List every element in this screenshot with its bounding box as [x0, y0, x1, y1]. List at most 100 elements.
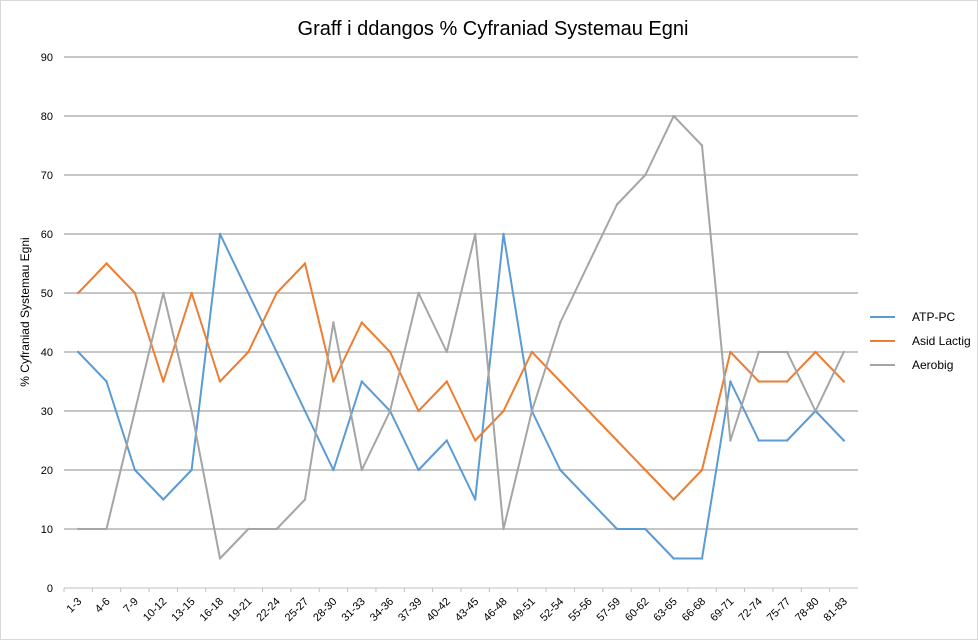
y-tick-label: 10: [41, 524, 53, 536]
x-tick-label: 66-68: [680, 596, 708, 624]
data-point: [757, 439, 760, 442]
data-point: [644, 468, 647, 472]
y-tick-label: 90: [41, 52, 53, 64]
data-point: [275, 350, 278, 354]
data-point: [218, 380, 222, 383]
data-point: [530, 409, 534, 413]
data-point: [615, 527, 619, 531]
data-point: [332, 321, 335, 324]
x-tick-label: 43-45: [453, 596, 481, 624]
x-tick-label: 81-83: [822, 596, 850, 624]
data-point: [275, 291, 278, 295]
data-point: [190, 291, 193, 295]
data-point: [303, 498, 307, 501]
data-point: [190, 409, 193, 413]
data-point: [332, 380, 335, 383]
x-axis-ticks: 1-3 4-6 7-9 10-12 13-15 16-18 19-21 22-24 25-27 2…: [63, 588, 850, 624]
y-tick-label: 0: [47, 583, 53, 595]
data-point: [700, 144, 704, 147]
y-axis-label: % Cyfraniad Systemau Egni: [18, 237, 32, 386]
data-point: [530, 350, 534, 354]
y-axis-ticks: 0 10 20 30 40 50 60 70 80 90: [41, 52, 53, 595]
x-tick-label: 4-6: [93, 596, 113, 616]
x-tick-label: 28-30: [311, 596, 339, 624]
x-tick-label: 19-21: [226, 596, 254, 624]
x-tick-label: 60-62: [623, 596, 651, 624]
data-point: [644, 173, 647, 177]
data-point: [587, 409, 590, 413]
y-tick-label: 60: [41, 229, 53, 241]
y-tick-label: 50: [41, 288, 53, 300]
data-point: [162, 498, 165, 501]
legend-label-asid-lactig: Asid Lactig: [912, 334, 971, 348]
data-point: [473, 498, 477, 501]
data-point: [303, 262, 307, 265]
data-point: [303, 409, 307, 413]
series-aerobig: [76, 114, 846, 560]
x-tick-label: 46-48: [481, 596, 509, 624]
data-point: [757, 350, 760, 354]
data-point: [133, 468, 137, 472]
data-point: [133, 291, 137, 295]
series-line-asid-lactig: [77, 262, 845, 501]
data-point: [76, 291, 80, 295]
data-point: [76, 350, 80, 354]
data-point: [76, 527, 80, 531]
y-tick-label: 30: [41, 406, 53, 418]
data-point: [785, 350, 789, 354]
x-tick-label: 34-36: [368, 596, 396, 624]
data-point: [445, 380, 449, 383]
x-tick-label: 22-24: [254, 596, 282, 624]
x-tick-label: 78-80: [793, 596, 821, 624]
data-point: [247, 291, 250, 295]
x-tick-label: 52-54: [538, 596, 566, 624]
data-point: [360, 321, 363, 324]
x-tick-label: 25-27: [283, 596, 311, 624]
data-point: [842, 439, 846, 442]
y-tick-label: 40: [41, 347, 53, 359]
y-tick-label: 20: [41, 465, 53, 477]
data-point: [814, 409, 817, 413]
data-point: [190, 468, 193, 472]
data-point: [729, 380, 732, 383]
data-point: [360, 468, 363, 472]
data-point: [757, 380, 760, 383]
x-tick-label: 16-18: [198, 596, 226, 624]
x-tick-label: 57-59: [595, 596, 623, 624]
x-tick-label: 13-15: [169, 596, 197, 624]
data-point: [445, 350, 449, 354]
legend: ATP-PC Asid Lactig Aerobig: [870, 310, 971, 372]
chart-title: Graff i ddangos % Cyfraniad Systemau Egn…: [298, 18, 689, 40]
data-point: [275, 527, 278, 531]
x-tick-label: 55-56: [566, 596, 594, 624]
data-point: [587, 262, 590, 265]
data-point: [785, 439, 789, 442]
data-point: [729, 350, 732, 354]
x-tick-label: 63-65: [651, 596, 679, 624]
data-point: [360, 380, 363, 383]
data-point: [105, 380, 108, 383]
data-point: [587, 498, 590, 501]
x-tick-label: 31-33: [339, 596, 367, 624]
x-tick-label: 49-51: [510, 596, 538, 624]
data-point: [644, 527, 647, 531]
data-point: [700, 557, 704, 560]
data-point: [502, 527, 505, 531]
data-point: [814, 350, 817, 354]
data-point: [417, 409, 420, 413]
y-tick-label: 70: [41, 170, 53, 182]
data-point: [729, 439, 732, 442]
data-point: [388, 409, 392, 413]
data-point: [700, 468, 704, 472]
data-point: [615, 439, 619, 442]
data-point: [445, 439, 449, 442]
data-point: [473, 439, 477, 442]
series-line-aerobig: [78, 115, 845, 560]
data-point: [105, 262, 108, 265]
data-point: [559, 468, 562, 472]
data-point: [162, 291, 165, 295]
data-point: [672, 114, 675, 118]
legend-label-atp-pc: ATP-PC: [912, 310, 955, 324]
